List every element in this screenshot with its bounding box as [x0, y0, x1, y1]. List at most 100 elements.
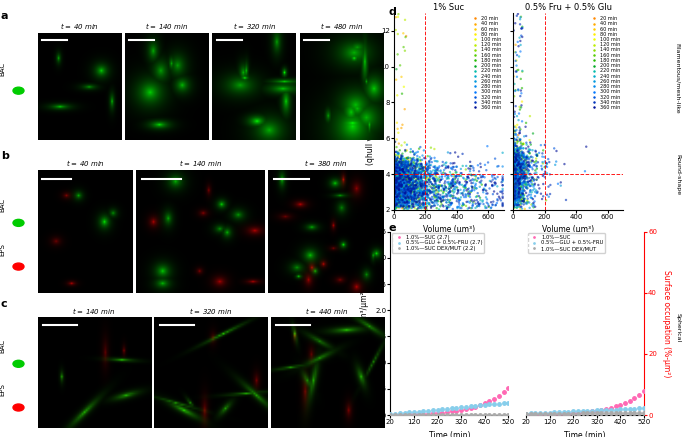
Point [423, 165, 434, 172]
Point [395, 182, 406, 189]
Point [416, 177, 427, 184]
Point [421, 197, 432, 204]
Point [429, 176, 440, 183]
Point [436, 198, 447, 205]
Point [397, 192, 408, 199]
Point [509, 124, 520, 131]
Point [400, 202, 411, 209]
Point [391, 173, 402, 180]
Point [444, 183, 455, 190]
Point [522, 163, 533, 170]
Point [424, 186, 435, 193]
Point [408, 188, 419, 195]
Point [389, 172, 400, 179]
Point [456, 172, 466, 179]
Point [390, 158, 401, 165]
Point [522, 195, 533, 202]
Point [516, 153, 527, 160]
Point [520, 174, 531, 181]
Point [410, 173, 421, 180]
Point [509, 191, 520, 198]
Point [392, 168, 403, 175]
Point [427, 180, 438, 187]
Point [404, 194, 415, 201]
Point [406, 174, 417, 181]
Point [508, 174, 519, 181]
Point [394, 198, 405, 205]
Point [425, 178, 436, 185]
Point [492, 183, 503, 190]
Point [510, 197, 521, 204]
Point [519, 183, 530, 190]
Point [423, 187, 434, 194]
Point [390, 185, 401, 192]
Point [513, 159, 524, 166]
Point [497, 178, 508, 185]
Point [516, 200, 527, 207]
Point [512, 174, 523, 181]
Point [451, 173, 462, 180]
Title: 1% Suc: 1% Suc [434, 3, 464, 12]
Point [508, 143, 519, 150]
Point [406, 182, 416, 189]
Point [514, 195, 525, 202]
Point [390, 187, 401, 194]
Point [511, 163, 522, 170]
Point [391, 160, 402, 167]
Point [410, 181, 421, 188]
Point [393, 163, 403, 170]
Point [514, 164, 525, 171]
Point [451, 163, 462, 170]
Point [513, 177, 524, 184]
Point [408, 191, 419, 198]
Point [390, 201, 401, 208]
Point [406, 169, 416, 176]
Point [389, 183, 400, 190]
Point [395, 182, 406, 189]
Point [390, 184, 401, 191]
Point [429, 191, 440, 198]
Point [412, 180, 423, 187]
Point [509, 159, 520, 166]
Point [393, 195, 403, 202]
Point [397, 166, 408, 173]
Point [508, 135, 519, 142]
Point [388, 198, 399, 205]
Point [449, 180, 460, 187]
Point [390, 187, 401, 194]
Point [525, 113, 536, 120]
Point [511, 194, 522, 201]
Point [411, 149, 422, 156]
Point [431, 171, 442, 178]
Point [510, 187, 521, 194]
Point [516, 149, 527, 156]
Point [392, 166, 403, 173]
Point [406, 183, 416, 190]
Point [393, 51, 403, 58]
Point [390, 196, 401, 203]
Point [406, 180, 416, 187]
Point [509, 146, 520, 153]
Point [390, 156, 401, 163]
Point [550, 161, 561, 168]
Point [413, 176, 424, 183]
Point [399, 184, 410, 191]
Point [515, 173, 526, 180]
Point [403, 180, 414, 187]
Point [397, 173, 408, 180]
Point [423, 179, 434, 186]
Point [429, 164, 440, 171]
Point [416, 203, 427, 210]
Point [390, 200, 401, 207]
Point [509, 182, 520, 189]
Point [488, 191, 499, 198]
Point [512, 170, 523, 177]
Point [513, 179, 524, 186]
Point [514, 129, 525, 136]
Point [399, 184, 410, 191]
Point [409, 185, 420, 192]
Point [411, 178, 422, 185]
Point [511, 151, 522, 158]
Point [426, 155, 437, 162]
Point [408, 179, 419, 186]
